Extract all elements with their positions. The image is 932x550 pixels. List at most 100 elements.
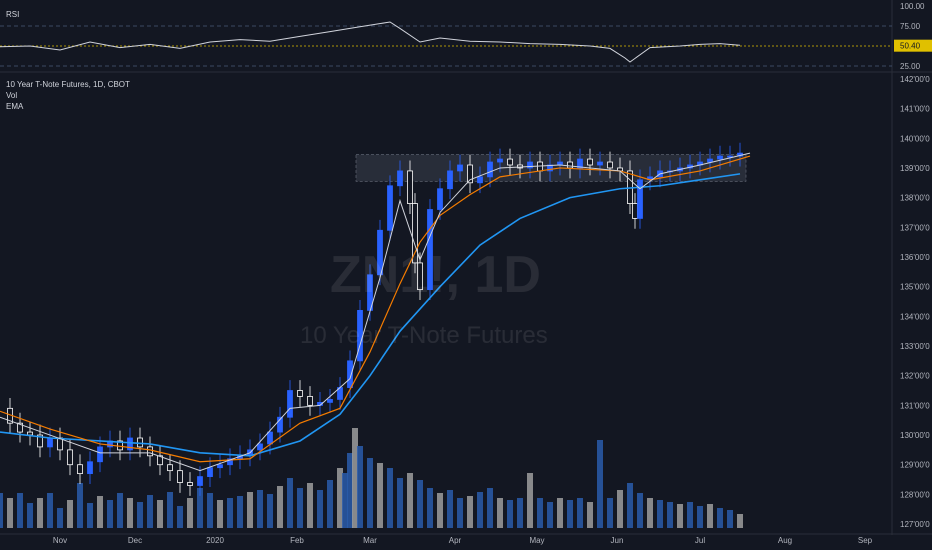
volume-bar [227, 498, 233, 528]
volume-bar [127, 498, 133, 528]
volume-bar [287, 478, 293, 528]
volume-bar [467, 496, 473, 528]
volume-bar [47, 493, 53, 528]
volume-bar [27, 503, 33, 528]
chart-title: 10 Year T-Note Futures, 1D, CBOT [6, 80, 130, 89]
volume-bar [697, 506, 703, 528]
volume-bar [157, 500, 163, 528]
volume-bar [367, 458, 373, 528]
x-tick-label: Aug [778, 536, 792, 545]
candle-body [327, 399, 333, 403]
volume-bar [477, 492, 483, 528]
candle-body [177, 470, 183, 483]
candle-body [227, 458, 233, 466]
volume-bar [387, 468, 393, 528]
volume-bar [307, 483, 313, 528]
candle-body [497, 158, 503, 163]
volume-bar [717, 508, 723, 528]
volume-bar [317, 490, 323, 528]
candle-body [77, 464, 83, 475]
volume-bar [727, 510, 733, 528]
candle-body [57, 437, 63, 451]
watermark-symbol: ZN1!, 1D [330, 246, 541, 304]
candle-body [47, 437, 53, 448]
candle-body [127, 437, 133, 451]
candle-body [507, 158, 513, 166]
y-tick-label: 136'00'0 [900, 253, 930, 262]
volume-bar [617, 490, 623, 528]
candle-body [587, 158, 593, 166]
candle-body [257, 443, 263, 451]
candle-body [457, 164, 463, 172]
candle-body [607, 161, 613, 169]
volume-bar [97, 496, 103, 528]
y-tick-label: 134'00'0 [900, 312, 930, 321]
volume-bar [397, 478, 403, 528]
x-tick-label: May [529, 536, 544, 545]
volume-bar [687, 502, 693, 528]
indicator-ema: EMA [6, 102, 24, 111]
volume-bar [567, 500, 573, 528]
volume-bar [67, 500, 73, 528]
candle-body [727, 155, 733, 158]
volume-bar [37, 498, 43, 528]
candle-body [37, 434, 43, 448]
volume-bar [0, 493, 3, 528]
y-tick-label: 137'00'0 [900, 223, 930, 232]
y-tick-label: 135'00'0 [900, 283, 930, 292]
candle-body [217, 464, 223, 469]
x-tick-label: Nov [53, 536, 67, 545]
candle-body [707, 158, 713, 163]
candle-body [287, 390, 293, 418]
volume-bar [117, 493, 123, 528]
rsi-tick-label: 75.00 [900, 22, 921, 31]
y-tick-label: 138'00'0 [900, 194, 930, 203]
volume-bar [607, 498, 613, 528]
candle-body [527, 161, 533, 169]
candle-body [577, 158, 583, 169]
candle-body [277, 416, 283, 433]
candle-body [147, 446, 153, 457]
rsi-current-value: 50.40 [900, 42, 921, 51]
candle-body [67, 449, 73, 466]
x-tick-label: Feb [290, 536, 304, 545]
volume-bar [7, 498, 13, 528]
volume-bar [447, 490, 453, 528]
volume-bar [427, 488, 433, 528]
volume-bar [627, 483, 633, 528]
volume-bar [177, 506, 183, 528]
candle-body [197, 476, 203, 486]
volume-bar [377, 463, 383, 528]
y-tick-label: 127'00'0 [900, 520, 930, 529]
candle-body [597, 161, 603, 166]
candle-body [412, 203, 418, 264]
ema-slow-line [0, 173, 741, 457]
y-tick-label: 139'00'0 [900, 164, 930, 173]
rsi-label: RSI [6, 10, 20, 19]
candle-body [387, 185, 393, 231]
candle-body [632, 203, 638, 219]
volume-bar [237, 496, 243, 528]
volume-bar [557, 498, 563, 528]
indicator-vol: Vol [6, 91, 18, 100]
y-tick-label: 142'00'0 [900, 75, 930, 84]
volume-bar [267, 494, 273, 528]
volume-bar [657, 500, 663, 528]
candle-body [27, 431, 33, 436]
x-tick-label: Mar [363, 536, 377, 545]
y-tick-label: 141'00'0 [900, 105, 930, 114]
volume-bar [352, 428, 358, 528]
rsi-tick-label: 100.00 [900, 2, 925, 11]
volume-bar [537, 498, 543, 528]
x-tick-label: 2020 [206, 536, 224, 545]
watermark-name: 10 Year T-Note Futures [300, 322, 548, 349]
volume-bar [487, 488, 493, 528]
volume-bar [497, 498, 503, 528]
y-tick-label: 133'00'0 [900, 342, 930, 351]
volume-bar [457, 498, 463, 528]
volume-bar [577, 498, 583, 528]
volume-bar [337, 468, 343, 528]
x-tick-label: Jun [611, 536, 624, 545]
